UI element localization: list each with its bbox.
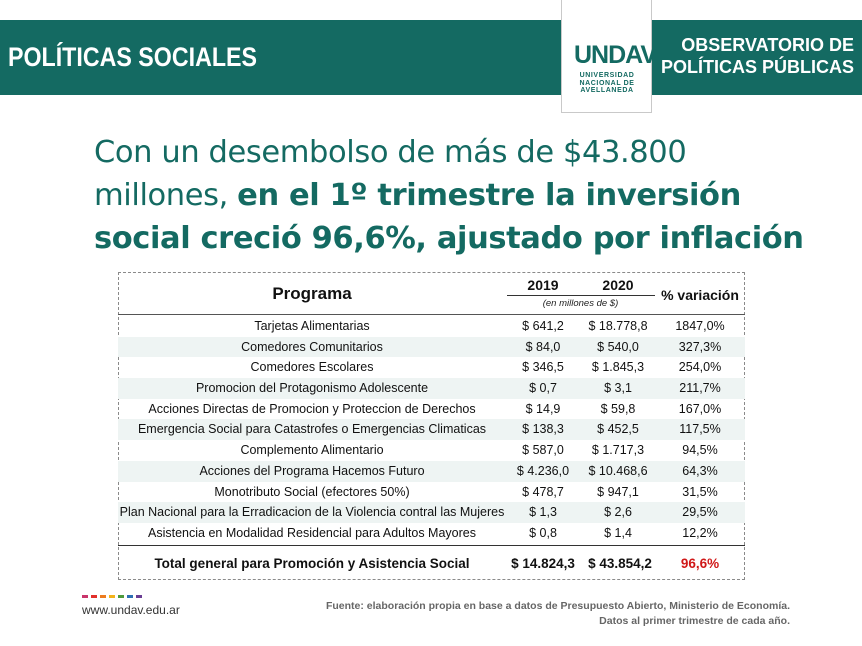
color-dot: [118, 595, 124, 598]
table-header-separator: [118, 314, 745, 315]
cell-2020: $ 18.778,8: [588, 319, 648, 333]
cell-2020: $ 452,5: [597, 422, 639, 437]
cell-programa: Acciones del Programa Hacemos Futuro: [199, 463, 425, 478]
cell-2019: $ 587,0: [522, 443, 564, 458]
header-unit: (en millones de $): [542, 298, 619, 309]
color-dot: [136, 595, 142, 598]
table-row: Comedores Escolares $ 346,5 $ 1.845,3 254,0…: [118, 357, 745, 378]
cell-2019: $ 138,3: [522, 422, 564, 437]
cell-variacion: 64,3%: [682, 463, 718, 478]
table-row: Emergencia Social para Catastrofes o Eme…: [118, 419, 745, 441]
cell-2019: $ 0,8: [529, 525, 557, 540]
cell-variacion: 211,7%: [679, 381, 721, 396]
color-dot: [127, 595, 133, 598]
total-label: Total general para Promoción y Asistenci…: [154, 556, 470, 571]
cell-programa: Comedores Comunitarios: [241, 339, 383, 354]
cell-variacion: 254,0%: [678, 360, 722, 375]
cell-2019: $ 346,5: [522, 360, 564, 375]
cell-programa: Promocion del Protagonismo Adolescente: [195, 381, 429, 396]
cell-programa: Complemento Alimentario: [240, 443, 384, 458]
cell-2020: $ 1.717,3: [591, 443, 645, 458]
cell-2020: $ 10.468,6: [588, 463, 648, 478]
header-variacion: % variación: [661, 287, 739, 303]
cell-variacion: 31,5%: [682, 484, 718, 499]
cell-2019: $ 478,7: [522, 484, 564, 499]
cell-2020: $ 2,6: [604, 505, 632, 520]
observatorio-title: OBSERVATORIO DE POLÍTICAS PÚBLICAS: [661, 34, 854, 78]
website-link[interactable]: www.undav.edu.ar: [82, 603, 180, 617]
total-2020: $ 43.854,2: [588, 556, 652, 571]
cell-programa: Tarjetas Alimentarias: [254, 319, 370, 333]
logo-line: NACIONAL DE: [579, 79, 635, 87]
table-row: Promocion del Protagonismo Adolescente $ …: [118, 378, 745, 399]
logo-mark: UNDAV: [574, 41, 657, 69]
color-dot: [109, 595, 115, 598]
table-row: Asistencia en Modalidad Residencial para…: [118, 523, 745, 544]
cell-variacion: 327,3%: [678, 339, 722, 354]
table-row: Tarjetas Alimentarias $ 641,2 $ 18.778,8 18…: [118, 316, 745, 337]
cell-2020: $ 947,1: [597, 484, 639, 499]
cell-2019: $ 84,0: [525, 339, 561, 354]
cell-variacion: 117,5%: [679, 422, 721, 437]
header-2019: 2019: [527, 277, 559, 293]
color-dot: [82, 595, 88, 598]
table-body: Tarjetas Alimentarias $ 641,2 $ 18.778,8 18…: [118, 316, 745, 544]
cell-programa: Asistencia en Modalidad Residencial para…: [148, 525, 476, 540]
source-line: Fuente: elaboración propia en base a dat…: [325, 600, 790, 612]
headline: Con un desembolso de más de $43.800 mill…: [94, 131, 814, 260]
cell-programa: Monotributo Social (efectores 50%): [214, 484, 410, 499]
table-row: Plan Nacional para la Erradicacion de la…: [118, 502, 745, 523]
cell-variacion: 1847,0%: [675, 319, 725, 333]
cell-programa: Plan Nacional para la Erradicacion de la…: [119, 505, 505, 520]
logo-text: UNIVERSIDAD NACIONAL DE AVELLANEDA: [570, 72, 644, 95]
header-banner: [0, 20, 862, 95]
cell-2019: $ 14,9: [525, 401, 561, 416]
total-2019: $ 14.824,3: [511, 556, 575, 571]
source-note: Fuente: elaboración propia en base a dat…: [326, 599, 790, 629]
footer-color-dots: [82, 595, 142, 598]
logo-line: AVELLANEDA: [580, 87, 634, 94]
headline-bold: en el 1º trimestre la inversión social c…: [94, 178, 804, 256]
cell-2019: $ 1,3: [529, 505, 557, 520]
table-row: Acciones Directas de Promocion y Protecc…: [118, 399, 745, 420]
headline-normal: Con un desembolso de más de $43.800 mill…: [94, 135, 687, 213]
source-line: Datos al primer trimestre de cada año.: [599, 615, 790, 627]
cell-2020: $ 1.845,3: [591, 360, 645, 375]
cell-programa: Emergencia Social para Catastrofes o Eme…: [137, 422, 487, 437]
cell-2020: $ 3,1: [604, 381, 632, 396]
cell-variacion: 12,2%: [682, 525, 718, 540]
color-dot: [91, 595, 97, 598]
header-2020: 2020: [602, 277, 634, 293]
observatorio-line: POLÍTICAS PÚBLICAS: [660, 57, 854, 77]
cell-variacion: 167,0%: [678, 401, 722, 416]
cell-variacion: 29,5%: [682, 505, 718, 520]
cell-2019: $ 0,7: [529, 381, 557, 396]
cell-2019: $ 4.236,0: [516, 463, 570, 478]
total-separator: [118, 545, 745, 546]
table-row: Complemento Alimentario $ 587,0 $ 1.717,3 9…: [118, 440, 745, 461]
cell-2020: $ 59,8: [600, 401, 636, 416]
cell-programa: Acciones Directas de Promocion y Protecc…: [148, 401, 476, 416]
cell-2020: $ 1,4: [604, 525, 632, 540]
undav-logo[interactable]: UNDAV UNIVERSIDAD NACIONAL DE AVELLANEDA: [561, 0, 657, 113]
color-dot: [100, 595, 106, 598]
cell-programa: Comedores Escolares: [250, 360, 374, 375]
observatorio-line: OBSERVATORIO DE: [681, 35, 854, 55]
table-row: Acciones del Programa Hacemos Futuro $ 4.…: [118, 460, 745, 482]
table-row: Comedores Comunitarios $ 84,0 $ 540,0 327,3…: [118, 336, 745, 358]
total-variacion: 96,6%: [680, 556, 720, 571]
header-divider: [507, 295, 655, 296]
logo-line: UNIVERSIDAD: [579, 72, 635, 79]
section-title: POLÍTICAS SOCIALES: [8, 42, 257, 72]
cell-2019: $ 641,2: [522, 319, 564, 333]
cell-2020: $ 540,0: [597, 339, 639, 354]
header-programa: Programa: [272, 284, 352, 303]
cell-variacion: 94,5%: [682, 443, 718, 458]
total-row: Total general para Promoción y Asistenci…: [118, 556, 745, 576]
table-row: Monotributo Social (efectores 50%) $ 478,…: [118, 482, 745, 503]
